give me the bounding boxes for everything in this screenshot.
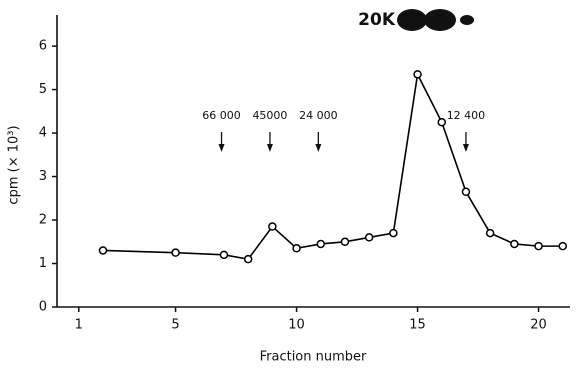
marker-arrowhead [218, 144, 225, 152]
marker-label: 45000 [252, 109, 287, 122]
data-point [316, 239, 326, 249]
marker-label: 12 400 [447, 109, 486, 122]
data-point [340, 237, 350, 247]
x-tick-label: 10 [288, 318, 305, 333]
data-point [364, 233, 374, 242]
gel-band [460, 15, 474, 25]
data-point [485, 228, 495, 238]
gel-band [424, 9, 456, 31]
y-axis-label: cpm (× 10³) [7, 125, 22, 204]
x-tick-label: 15 [409, 318, 426, 333]
y-tick-label: 0 [39, 300, 47, 315]
data-point [292, 244, 301, 253]
gel-label: 20K [358, 10, 396, 30]
y-tick-label: 4 [39, 126, 47, 141]
data-point [171, 248, 180, 257]
data-point [243, 254, 253, 264]
data-point [510, 239, 519, 249]
x-tick-label: 5 [171, 318, 179, 333]
marker-arrowhead [462, 144, 469, 152]
data-point [389, 228, 398, 238]
marker-arrowhead [315, 144, 322, 152]
data-point [268, 222, 277, 231]
y-tick-label: 5 [39, 82, 47, 97]
data-point [98, 246, 108, 255]
x-tick-label: 20 [530, 318, 547, 333]
marker-label: 66 000 [202, 109, 241, 122]
marker-arrowhead [266, 144, 273, 152]
marker-label: 24 000 [299, 109, 338, 122]
y-tick-label: 6 [39, 39, 47, 54]
data-point [437, 117, 446, 127]
y-tick-label: 1 [39, 256, 47, 271]
data-point [534, 241, 543, 251]
x-tick-label: 1 [75, 318, 83, 333]
data-point [219, 250, 229, 260]
data-point [558, 241, 567, 251]
y-tick-label: 2 [39, 213, 47, 228]
gel-band [397, 9, 427, 31]
y-tick-label: 3 [39, 169, 47, 184]
data-point [413, 70, 422, 79]
x-axis-label: Fraction number [260, 350, 367, 365]
data-point [461, 187, 471, 197]
